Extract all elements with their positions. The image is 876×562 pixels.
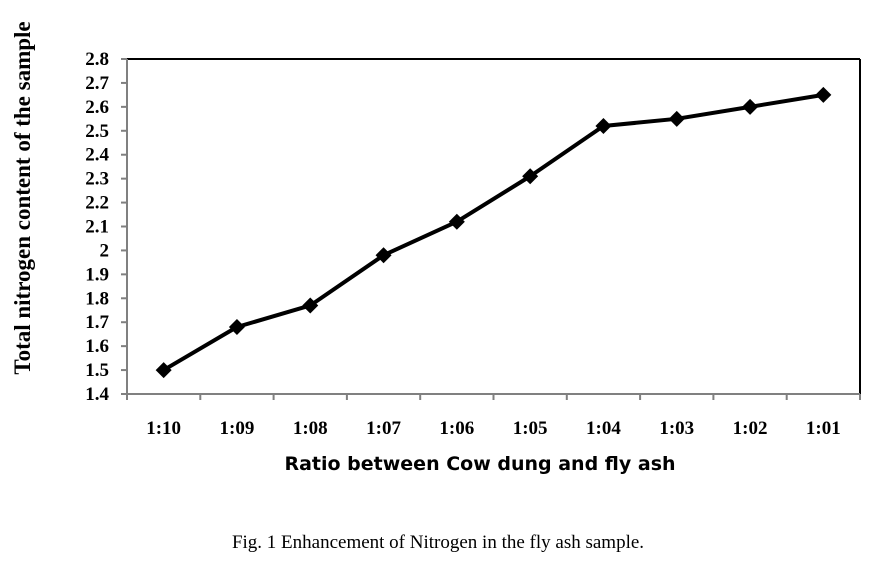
y-axis-ticks: 1.4 1.5 1.6 1.7 1.8 1.9 22.1 2.2 2.3 2.4 2.5 2.6 2.7… [85, 49, 127, 405]
y-tick-label: 2.3 [85, 169, 109, 190]
data-point-marker [668, 110, 685, 127]
y-tick-label: 1.8 [85, 288, 109, 309]
data-point-marker [448, 213, 465, 230]
y-axis-label: Total nitrogen content of the sample [10, 21, 35, 374]
x-tick-label: 1:04 [586, 418, 621, 439]
x-tick-label: 1:07 [366, 418, 401, 439]
series-total-nitrogen [155, 86, 832, 379]
y-tick-label: 2.1 [85, 217, 109, 238]
data-point-marker [228, 319, 245, 335]
x-tick-label: 1:06 [439, 418, 474, 439]
series-line [162, 92, 824, 372]
data-point-marker [302, 297, 319, 314]
y-tick-label: 2.7 [85, 73, 109, 94]
x-tick-label: 1:09 [220, 418, 255, 439]
figure-caption: Fig. 1 Enhancement of Nitrogen in the fl… [231, 532, 645, 553]
data-point-marker [522, 168, 539, 185]
x-tick-label: 1:08 [293, 418, 328, 439]
data-point-marker [375, 247, 392, 264]
y-tick-label: 2.4 [85, 145, 109, 166]
data-point-marker [742, 98, 759, 115]
data-point-marker [815, 86, 832, 103]
y-tick-label: 2.5 [85, 121, 109, 142]
data-point-marker [155, 362, 172, 379]
x-tick-label: 1:05 [513, 418, 548, 439]
x-axis-label: Ratio between Cow dung and fly ash [284, 453, 675, 475]
y-tick-label: 2.2 [85, 193, 109, 214]
data-point-marker [595, 118, 612, 134]
y-tick-label: 2.8 [85, 49, 109, 70]
y-tick-label: 2.6 [85, 97, 109, 118]
y-tick-label: 1.4 [85, 384, 109, 405]
x-tick-label: 1:10 [146, 418, 181, 439]
x-axis-ticks: 1:10 1:09 1:08 1:07 1:06 1:05 1:04 1:03 1:02 1:01 [126, 394, 861, 439]
x-tick-label: 1:02 [733, 418, 768, 439]
x-tick-label: 1:01 [806, 418, 841, 439]
y-tick-label: 1.7 [85, 312, 109, 333]
y-tick-label: 1.5 [85, 360, 109, 381]
y-tick-label: 2 [100, 240, 110, 261]
y-tick-label: 1.6 [85, 336, 109, 357]
x-tick-label: 1:03 [659, 418, 694, 439]
y-tick-label: 1.9 [85, 264, 109, 285]
